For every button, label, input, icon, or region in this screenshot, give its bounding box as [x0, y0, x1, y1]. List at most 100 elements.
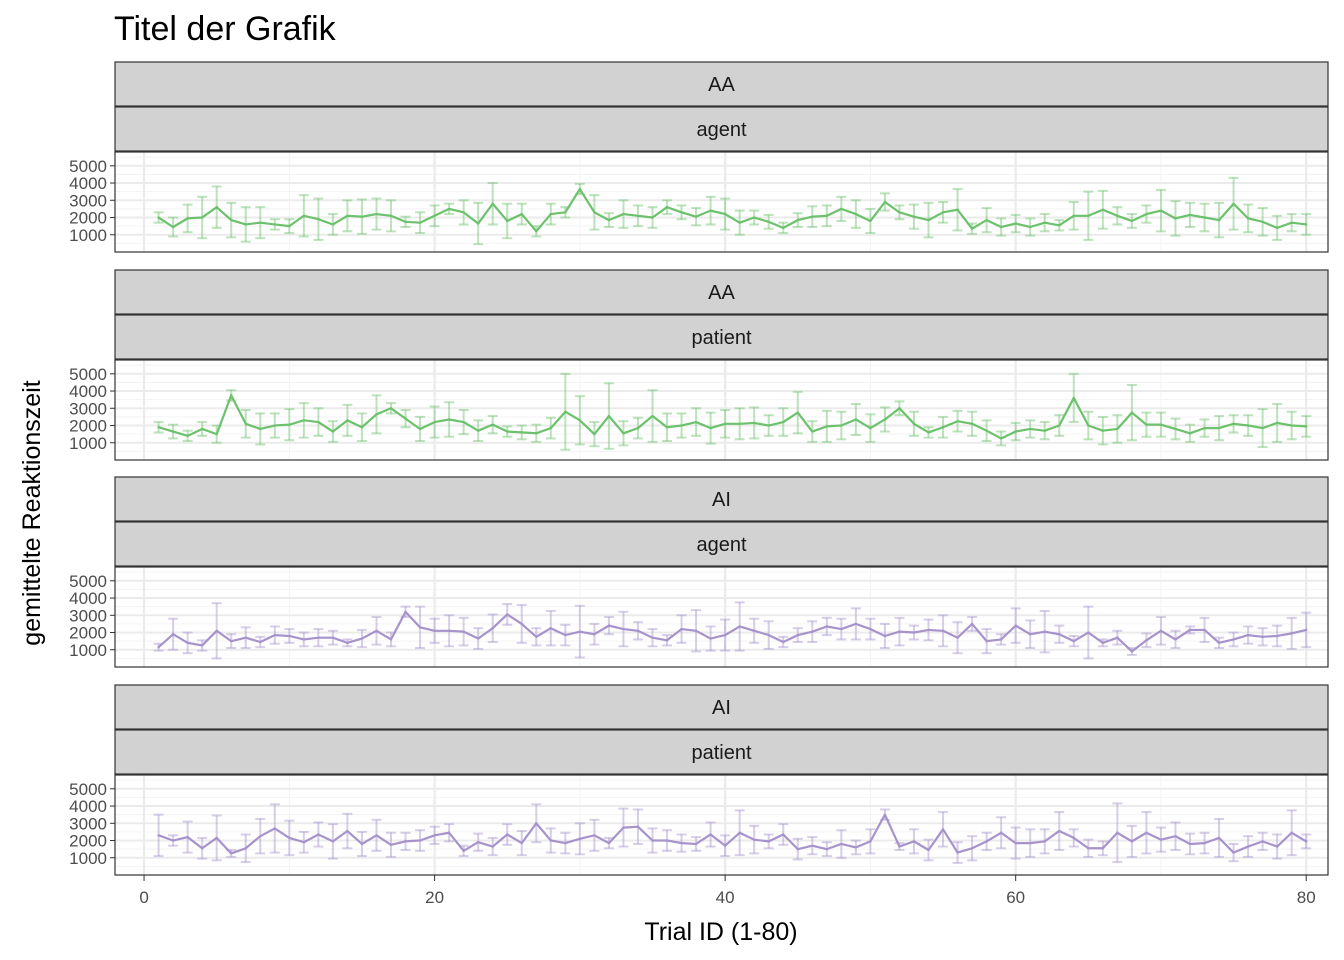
data-point — [564, 410, 567, 413]
data-point — [1014, 841, 1017, 845]
data-point — [651, 216, 654, 219]
series-line — [157, 187, 1307, 233]
data-point — [1290, 221, 1293, 224]
data-point — [1145, 212, 1148, 216]
data-point — [549, 627, 553, 630]
data-point — [404, 417, 407, 420]
data-point — [941, 828, 945, 831]
data-point — [694, 842, 698, 846]
data-point — [186, 434, 189, 438]
y-tick-label: 4000 — [69, 797, 107, 816]
x-axis-label: Trial ID (1-80) — [644, 918, 797, 946]
data-point — [1305, 628, 1308, 632]
data-point — [767, 633, 770, 637]
data-point — [506, 833, 509, 836]
data-point — [593, 211, 596, 214]
data-point — [796, 633, 799, 637]
data-point — [1290, 831, 1293, 834]
data-point — [1043, 630, 1046, 633]
data-point — [1305, 425, 1308, 428]
facet-strip-bottom — [114, 314, 1329, 360]
data-point — [564, 841, 567, 845]
data-point — [636, 214, 640, 217]
data-point — [723, 212, 727, 216]
data-point — [912, 840, 916, 843]
data-point — [694, 420, 698, 424]
data-point — [288, 634, 291, 638]
data-point — [273, 633, 276, 637]
data-point — [941, 629, 945, 632]
data-point — [171, 430, 175, 433]
data-point — [709, 637, 712, 640]
data-point — [825, 214, 829, 217]
data-point — [447, 418, 451, 421]
data-point — [230, 394, 233, 397]
data-point — [956, 636, 959, 639]
series-line — [158, 813, 1307, 855]
data-point — [840, 627, 843, 631]
data-point — [593, 432, 596, 436]
data-point — [854, 212, 858, 216]
data-point — [738, 422, 741, 425]
data-point — [418, 839, 422, 842]
data-point — [433, 214, 436, 217]
data-point — [782, 640, 785, 644]
data-point — [476, 637, 480, 640]
data-point — [346, 641, 349, 645]
data-point — [999, 638, 1003, 641]
y-axis-label: gemittelte Reaktionszeit — [18, 380, 46, 645]
data-point — [651, 839, 654, 842]
data-point — [607, 841, 611, 845]
data-point — [418, 221, 422, 224]
data-point — [1188, 628, 1192, 632]
panel-background — [115, 567, 1328, 667]
data-point — [1072, 214, 1075, 217]
data-point — [520, 622, 523, 626]
data-point — [433, 834, 436, 837]
data-point — [506, 613, 509, 616]
data-point — [854, 846, 858, 849]
data-point — [825, 625, 829, 628]
data-point — [811, 844, 814, 847]
data-point — [404, 220, 407, 224]
data-point — [259, 835, 262, 838]
data-point — [1246, 217, 1250, 220]
data-point — [999, 831, 1003, 834]
data-point — [1246, 424, 1250, 427]
data-point — [927, 628, 930, 632]
facet-strip-bottom — [114, 521, 1329, 567]
data-point — [1174, 638, 1177, 641]
data-point — [331, 223, 335, 226]
data-point — [1101, 208, 1105, 211]
data-point — [796, 847, 799, 851]
x-tick-label: 20 — [425, 888, 444, 907]
data-point — [811, 430, 814, 433]
y-tick-label: 5000 — [69, 365, 107, 384]
data-point — [186, 641, 189, 645]
data-point — [752, 838, 756, 841]
data-point — [811, 215, 814, 218]
data-point — [1290, 424, 1293, 427]
data-point — [259, 427, 262, 431]
data-point — [970, 422, 974, 425]
panel-border — [114, 774, 1329, 876]
data-point — [1028, 225, 1032, 229]
y-tick-label: 4000 — [69, 174, 107, 193]
data-point — [215, 629, 218, 632]
data-point — [331, 840, 335, 843]
data-point — [1188, 213, 1192, 217]
data-point — [651, 636, 654, 639]
facet-strip-bottom-label: patient — [691, 327, 751, 349]
data-point — [215, 836, 218, 840]
data-point — [1014, 430, 1017, 433]
data-point — [273, 424, 276, 427]
data-point — [578, 419, 582, 422]
data-point — [941, 211, 945, 214]
y-tick-label: 4000 — [69, 382, 107, 401]
data-point — [607, 414, 611, 418]
data-point — [564, 633, 567, 637]
facet-strip-bottom-label: agent — [696, 534, 746, 556]
data-point — [1261, 840, 1264, 843]
